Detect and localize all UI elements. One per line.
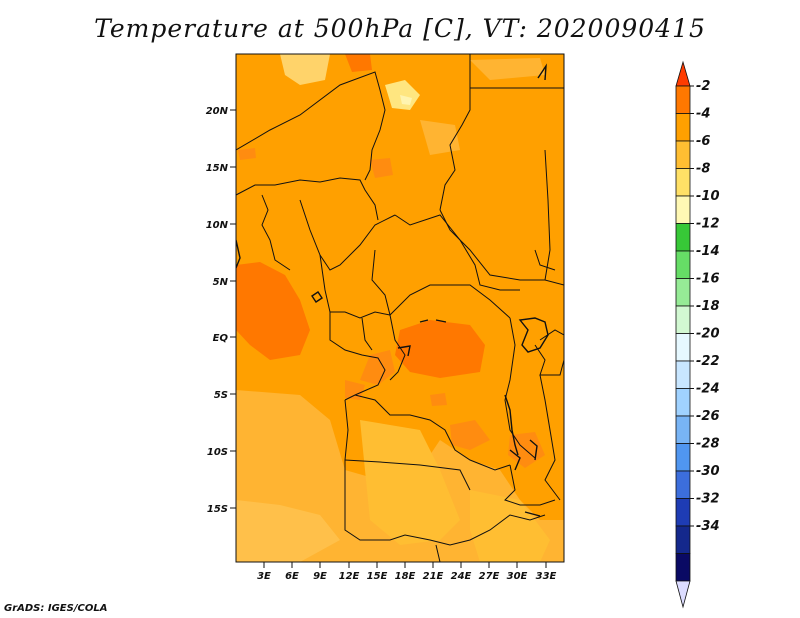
colorbar-swatch [675, 85, 691, 114]
colorbar: -2 -4 -6 -8 -10 -12 -14 -16 -18 -20 -22 -24 -26 -28 -3… [675, 60, 720, 609]
x-tick-label: 24E [451, 571, 472, 582]
map-frame [235, 53, 565, 563]
y-tick-label: EQ [213, 333, 229, 344]
x-tick-label: 3E [257, 571, 271, 582]
x-tick-label: 12E [339, 571, 360, 582]
colorbar-label: -32 [696, 492, 720, 507]
colorbar-label: -12 [696, 217, 720, 232]
colorbar-bottom-arrow [675, 580, 691, 609]
colorbar-swatch [675, 305, 691, 334]
temperature-field [236, 54, 564, 562]
colorbar-label: -24 [696, 382, 720, 397]
colorbar-swatch [675, 415, 691, 444]
x-tick-label: 18E [395, 571, 416, 582]
y-tick-label: 10N [206, 220, 229, 231]
x-tick-label: 33E [536, 571, 557, 582]
x-tick-label: 27E [479, 571, 500, 582]
colorbar-label: -4 [696, 107, 710, 122]
colorbar-swatch [675, 223, 691, 252]
y-tick-label: 20N [206, 106, 229, 117]
x-tick-label: 21E [423, 571, 444, 582]
x-axis-labels: 3E 6E 9E 12E 15E 18E 21E 24E 27E 30E 33E [257, 571, 556, 582]
x-axis [263, 562, 547, 568]
colorbar-swatch [675, 113, 691, 142]
colorbar-label: -16 [696, 272, 720, 287]
country-borders [236, 54, 564, 562]
colorbar-label: -6 [696, 134, 710, 149]
x-tick-label: 30E [507, 571, 528, 582]
colorbar-label: -28 [696, 437, 720, 452]
grads-credit: GrADS: IGES/COLA [4, 603, 108, 614]
colorbar-label: -10 [696, 189, 720, 204]
colorbar-swatch [675, 388, 691, 417]
colorbar-label: -30 [696, 464, 720, 479]
colorbar-top-arrow [675, 60, 691, 87]
colorbar-swatch [675, 168, 691, 197]
colorbar-swatch [675, 250, 691, 279]
colorbar-swatch [675, 443, 691, 472]
colorbar-label: -18 [696, 299, 720, 314]
colorbar-swatch [675, 525, 691, 554]
colorbar-label: -34 [696, 519, 720, 534]
colorbar-swatch [675, 553, 691, 582]
colorbar-swatch [675, 470, 691, 499]
chart-title: Temperature at 500hPa [C], VT: 202009041… [94, 14, 706, 43]
y-axis [230, 109, 236, 509]
lakes-and-coast [236, 63, 549, 517]
y-tick-label: 10S [207, 447, 228, 458]
colorbar-swatch [675, 360, 691, 389]
colorbar-swatch [675, 333, 691, 362]
colorbar-label: -22 [696, 354, 720, 369]
y-axis-labels: 20N 15N 10N 5N EQ 5S 10S 15S [206, 106, 229, 515]
colorbar-swatch [675, 140, 691, 169]
colorbar-label: -2 [696, 79, 710, 94]
y-tick-label: 15S [207, 504, 228, 515]
colorbar-swatch [675, 498, 691, 527]
colorbar-swatch [675, 195, 691, 224]
colorbar-label: -14 [696, 244, 720, 259]
x-tick-label: 6E [285, 571, 299, 582]
y-tick-label: 15N [206, 163, 229, 174]
colorbar-label: -8 [696, 162, 710, 177]
x-tick-label: 9E [313, 571, 327, 582]
y-tick-label: 5S [214, 390, 228, 401]
y-tick-label: 5N [213, 277, 229, 288]
colorbar-label: -20 [696, 327, 720, 342]
x-tick-label: 15E [367, 571, 388, 582]
colorbar-label: -26 [696, 409, 720, 424]
colorbar-swatch [675, 278, 691, 307]
